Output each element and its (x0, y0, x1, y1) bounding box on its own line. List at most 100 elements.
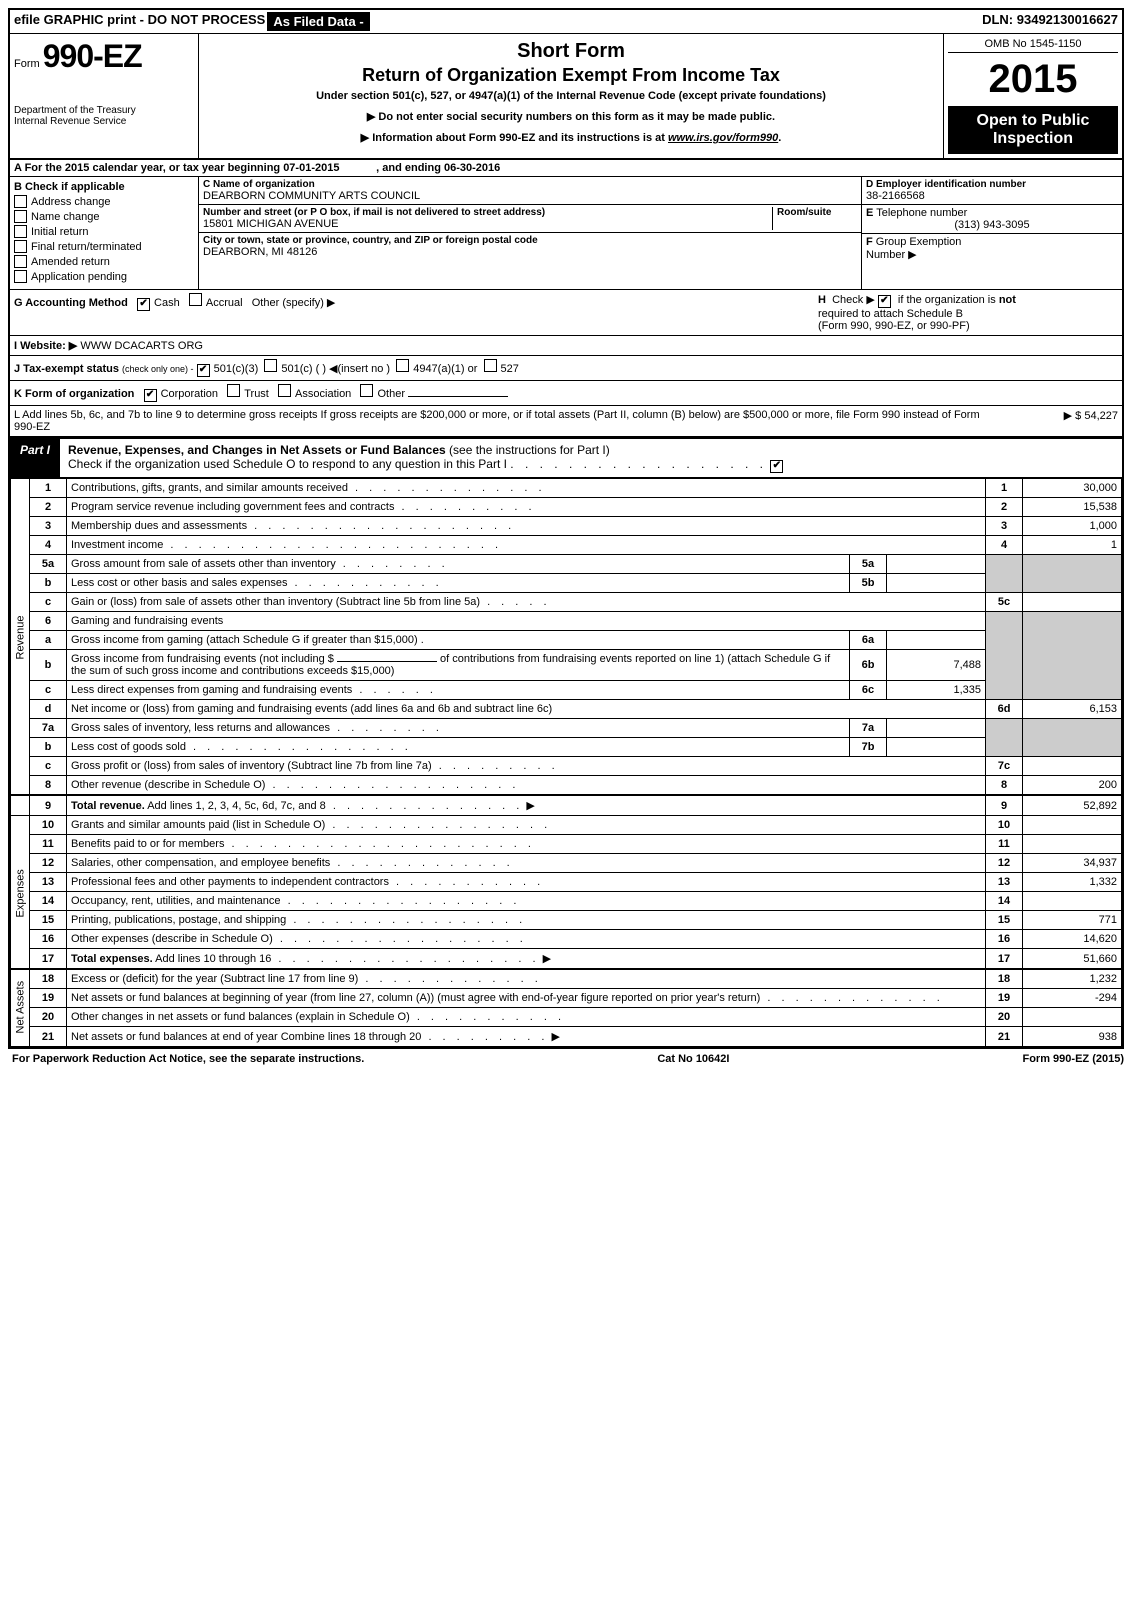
h-text3: required to attach Schedule B (818, 308, 963, 320)
chk-h[interactable]: ✔ (878, 295, 891, 308)
ln13-d: Professional fees and other payments to … (71, 876, 389, 888)
ln3-rv: 1,000 (1023, 517, 1122, 536)
chk-final-return[interactable] (14, 240, 27, 253)
ln5c-rn: 5c (986, 593, 1023, 612)
row-k: K Form of organization ✔Corporation Trus… (10, 381, 1122, 406)
ln17-rv: 51,660 (1023, 949, 1122, 970)
ln5b-iv (887, 574, 986, 593)
ln6b-n: b (30, 650, 67, 681)
ln6d-rn: 6d (986, 700, 1023, 719)
ln11-n: 11 (30, 835, 67, 854)
h-text4: (Form 990, 990-EZ, or 990-PF) (818, 320, 970, 332)
ln16-d: Other expenses (describe in Schedule O) (71, 933, 273, 945)
note-ssn: ▶ Do not enter social security numbers o… (207, 110, 935, 123)
dept-treasury: Department of the Treasury (14, 105, 194, 116)
d-label: D Employer identification number (866, 179, 1118, 190)
ln6-d: Gaming and fundraising events (67, 612, 986, 631)
lbl-assoc: Association (295, 388, 351, 400)
open-public-1: Open to Public (950, 112, 1116, 130)
ln4-rn: 4 (986, 536, 1023, 555)
ln9-rv: 52,892 (1023, 795, 1122, 816)
lbl-501c: 501(c) ( ) ◀(insert no ) (281, 363, 390, 375)
chk-assoc[interactable] (278, 384, 291, 397)
ln10-rn: 10 (986, 816, 1023, 835)
h-check: Check ▶ (832, 294, 875, 306)
lbl-cash: Cash (154, 297, 180, 309)
ln18-rv: 1,232 (1023, 969, 1122, 989)
ln12-rv: 34,937 (1023, 854, 1122, 873)
ln7a-in: 7a (850, 719, 887, 738)
l-marker: ▶ $ (1064, 410, 1082, 422)
chk-cash[interactable]: ✔ (137, 298, 150, 311)
e-label: E (866, 207, 873, 219)
chk-part1-scho[interactable]: ✔ (770, 460, 783, 473)
ln12-rn: 12 (986, 854, 1023, 873)
ln21-n: 21 (30, 1027, 67, 1047)
footer-right-b: 990-EZ (1053, 1053, 1089, 1065)
ln15-rn: 15 (986, 911, 1023, 930)
chk-501c[interactable] (264, 359, 277, 372)
ln21-rn: 21 (986, 1027, 1023, 1047)
ln8-rn: 8 (986, 776, 1023, 796)
i-value: WWW DCACARTS ORG (80, 340, 203, 352)
chk-application-pending[interactable] (14, 270, 27, 283)
ln10-d: Grants and similar amounts paid (list in… (71, 819, 325, 831)
ln14-rv (1023, 892, 1122, 911)
c-value: DEARBORN COMMUNITY ARTS COUNCIL (203, 190, 857, 202)
lbl-accrual: Accrual (206, 297, 243, 309)
chk-trust[interactable] (227, 384, 240, 397)
ln6c-n: c (30, 681, 67, 700)
ln7b-in: 7b (850, 738, 887, 757)
chk-corp[interactable]: ✔ (144, 389, 157, 402)
chk-amended-return[interactable] (14, 255, 27, 268)
chk-initial-return[interactable] (14, 225, 27, 238)
chk-501c3[interactable]: ✔ (197, 364, 210, 377)
form-prefix: Form (14, 58, 40, 70)
d-value: 38-2166568 (866, 190, 1118, 202)
chk-other-org[interactable] (360, 384, 373, 397)
f-text: Group Exemption (876, 236, 962, 248)
ln6a-iv (887, 631, 986, 650)
ln2-rv: 15,538 (1023, 498, 1122, 517)
ln7a-iv (887, 719, 986, 738)
ln7a-n: 7a (30, 719, 67, 738)
ln5a-n: 5a (30, 555, 67, 574)
chk-address-change[interactable] (14, 195, 27, 208)
part1-header: Part I Revenue, Expenses, and Changes in… (10, 437, 1122, 478)
open-public-2: Inspection (950, 130, 1116, 148)
ln13-rn: 13 (986, 873, 1023, 892)
ln15-n: 15 (30, 911, 67, 930)
row-i: I Website: ▶ WWW DCACARTS ORG (10, 336, 1122, 356)
chk-4947[interactable] (396, 359, 409, 372)
ln14-rn: 14 (986, 892, 1023, 911)
lbl-final-return: Final return/terminated (31, 241, 142, 253)
ln6c-iv: 1,335 (887, 681, 986, 700)
ln7b-n: b (30, 738, 67, 757)
chk-527[interactable] (484, 359, 497, 372)
part1-table: Revenue 1 Contributions, gifts, grants, … (10, 478, 1122, 1047)
part1-title-sub: (see the instructions for Part I) (449, 443, 610, 457)
chk-name-change[interactable] (14, 210, 27, 223)
ln5a-d: Gross amount from sale of assets other t… (71, 558, 336, 570)
irs-link[interactable]: www.irs.gov/form990 (668, 132, 778, 144)
ln5b-n: b (30, 574, 67, 593)
ln1-d: Contributions, gifts, grants, and simila… (71, 482, 348, 494)
ln1-n: 1 (30, 479, 67, 498)
footer-right-a: Form (1022, 1053, 1050, 1065)
ln6b-blank (337, 661, 437, 662)
row-a: A For the 2015 calendar year, or tax yea… (10, 160, 1122, 177)
lbl-name-change: Name change (31, 211, 100, 223)
ln18-n: 18 (30, 969, 67, 989)
ln2-rn: 2 (986, 498, 1023, 517)
ln4-d: Investment income (71, 539, 163, 551)
chk-accrual[interactable] (189, 293, 202, 306)
ln15-d: Printing, publications, postage, and shi… (71, 914, 286, 926)
ln4-rv: 1 (1023, 536, 1122, 555)
lbl-initial-return: Initial return (31, 226, 88, 238)
lbl-trust: Trust (244, 388, 269, 400)
lbl-application-pending: Application pending (31, 271, 127, 283)
ln11-d: Benefits paid to or for members (71, 838, 224, 850)
lbl-4947: 4947(a)(1) or (413, 363, 477, 375)
ln5c-d: Gain or (loss) from sale of assets other… (71, 596, 480, 608)
ln7b-d: Less cost of goods sold (71, 741, 186, 753)
